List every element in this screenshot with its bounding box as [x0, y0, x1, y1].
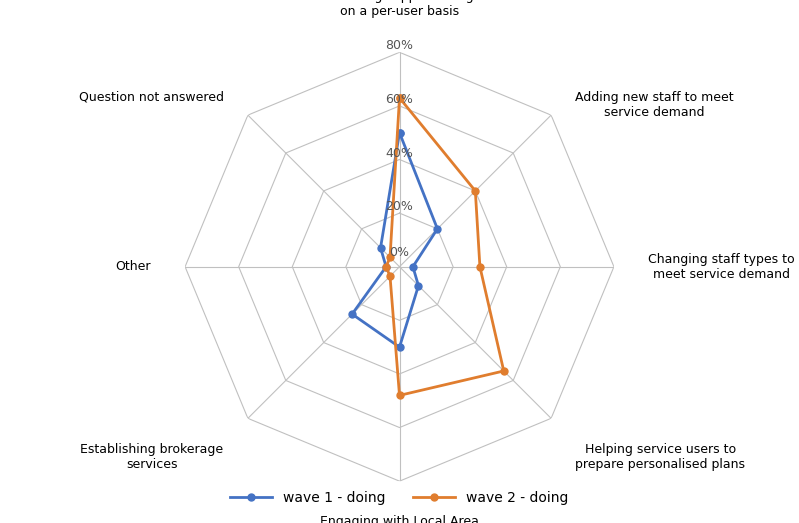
Text: 0%: 0% — [389, 246, 410, 259]
Legend: wave 1 - doing, wave 2 - doing: wave 1 - doing, wave 2 - doing — [225, 486, 574, 511]
Text: Establishing brokerage
services: Establishing brokerage services — [81, 442, 224, 471]
Text: Engaging with Local Area
Co-ordinators (LACs): Engaging with Local Area Co-ordinators (… — [320, 516, 479, 523]
Text: 60%: 60% — [386, 93, 413, 106]
Text: 20%: 20% — [386, 200, 413, 213]
Text: 80%: 80% — [385, 39, 414, 52]
Text: 40%: 40% — [386, 146, 413, 160]
Text: Other: Other — [115, 260, 151, 273]
Text: Question not answered: Question not answered — [78, 91, 224, 104]
Text: Adding new staff to meet
service demand: Adding new staff to meet service demand — [575, 91, 734, 119]
Text: Changing staff types to
meet service demand: Changing staff types to meet service dem… — [648, 253, 795, 281]
Text: Calculating support charges
on a per-user basis: Calculating support charges on a per-use… — [312, 0, 487, 18]
Text: Helping service users to
prepare personalised plans: Helping service users to prepare persona… — [575, 442, 745, 471]
